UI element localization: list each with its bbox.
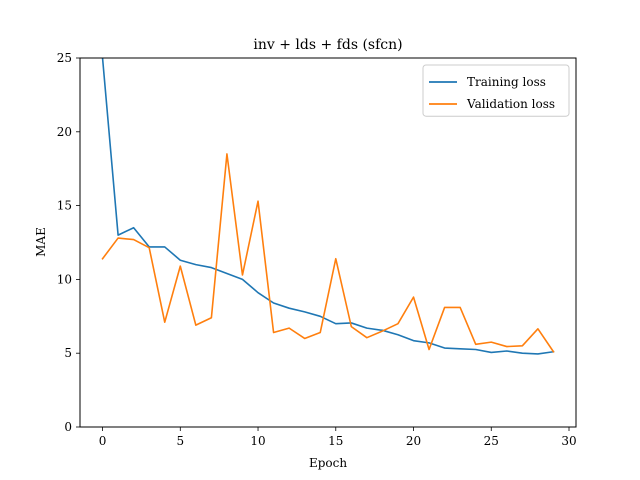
y-tick-label: 25 [57,51,72,65]
x-tick-label: 0 [99,434,107,448]
series-line-training-loss [101,58,555,355]
y-axis-label: MAE [34,227,48,257]
y-tick-label: 15 [57,199,72,213]
y-axis-ticks: 0 5 10 15 20 25 [57,51,80,434]
series-line-validation-loss [101,153,555,353]
axes-frame [79,57,577,428]
legend: Training loss Validation loss [422,64,570,117]
y-tick-label: 10 [57,272,72,286]
plot-area: 0 5 10 15 20 25 30 0 5 10 15 20 25 [57,51,577,448]
chart-title: inv + lds + fds (sfcn) [253,37,402,53]
legend-box [422,64,570,117]
x-axis-ticks: 0 5 10 15 20 25 30 [99,427,577,448]
x-tick-label: 25 [484,434,499,448]
series-layer [101,58,555,355]
y-tick-label: 5 [64,346,72,360]
x-tick-label: 10 [250,434,265,448]
x-tick-label: 5 [176,434,184,448]
x-tick-label: 20 [406,434,421,448]
x-tick-label: 30 [561,434,576,448]
legend-label-validation-loss: Validation loss [466,97,555,111]
x-tick-label: 15 [328,434,343,448]
y-tick-label: 0 [64,420,72,434]
legend-label-training-loss: Training loss [467,75,546,89]
y-tick-label: 20 [57,125,72,139]
x-axis-label: Epoch [309,456,347,470]
